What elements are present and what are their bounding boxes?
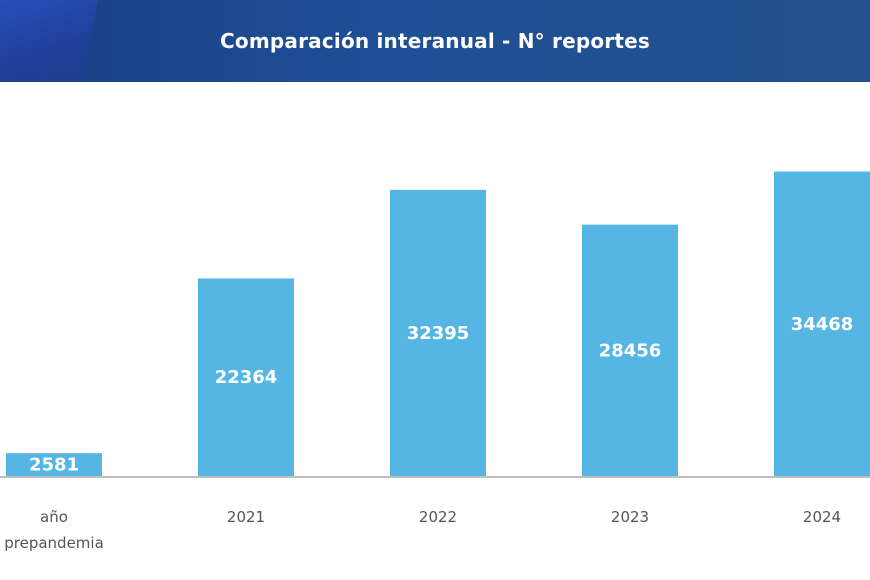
bar-value-label-1: 22364	[215, 367, 278, 388]
bar-value-label-0: 2581	[29, 455, 79, 476]
x-tick-label-3: 2023	[611, 508, 649, 526]
chart-title: Comparación interanual - N° reportes	[220, 29, 650, 53]
bar-2	[390, 189, 486, 476]
bar-1	[198, 278, 294, 476]
bar-3	[582, 224, 678, 476]
x-tick-label-0-line-1: prepandemia	[4, 534, 104, 552]
bar-4	[774, 171, 870, 477]
x-tick-label-1: 2021	[227, 508, 265, 526]
bar-value-label-2: 32395	[407, 323, 470, 344]
x-tick-label-2: 2022	[419, 508, 457, 526]
bar-value-label-3: 28456	[599, 340, 662, 361]
x-tick-label-0-line-0: año	[40, 508, 68, 526]
chart-header: Comparación interanual - N° reportes	[0, 0, 870, 82]
x-tick-label-4: 2024	[803, 508, 841, 526]
bar-0	[6, 453, 102, 476]
bar-value-label-4: 34468	[791, 314, 854, 335]
